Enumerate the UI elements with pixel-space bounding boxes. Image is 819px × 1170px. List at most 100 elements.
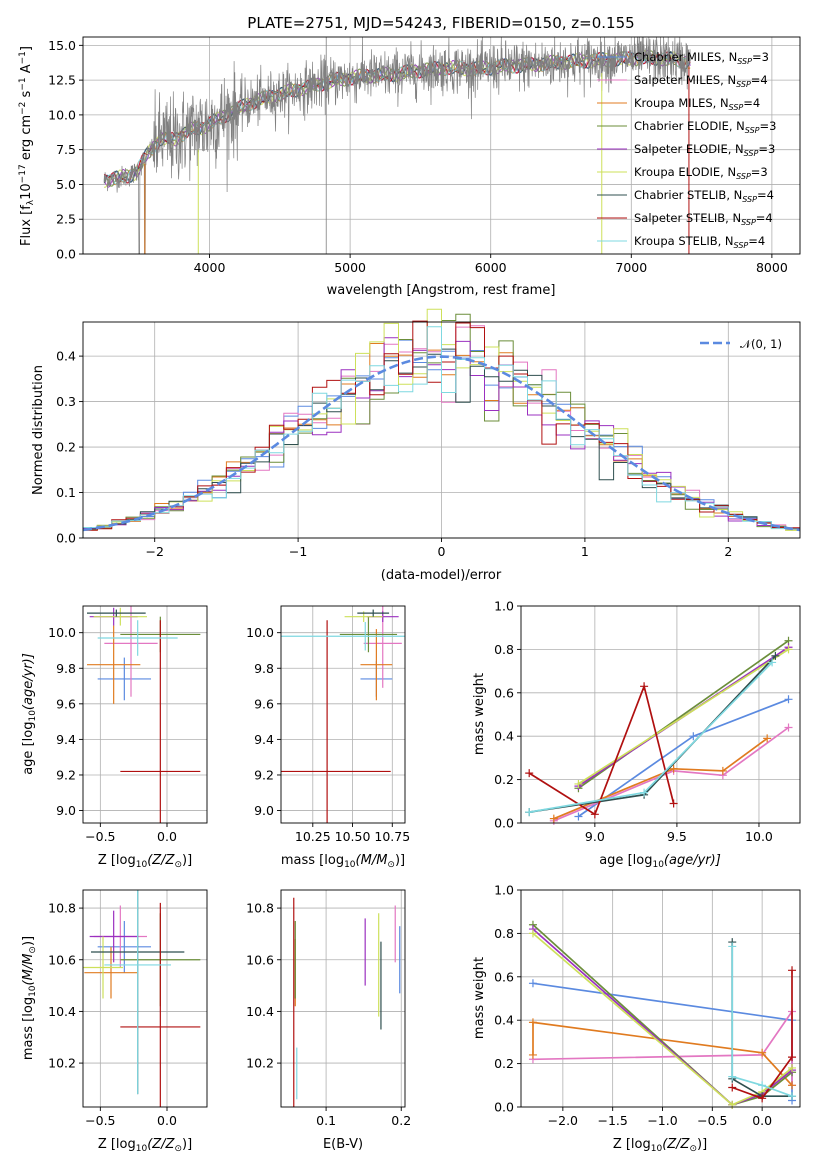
- massweight-vs-metallicity-ylabel: mass weight: [472, 957, 487, 1039]
- x-tick-label: 2: [724, 544, 732, 559]
- massweight-point-marker: [574, 812, 583, 821]
- age-vs-mass-panel: 10.25 10.50 10.75 9.0 9.2 9.4 9.6 9.8 10.0 mass …: [246, 605, 410, 870]
- massweight-point-marker: [525, 808, 534, 817]
- spectrum-data-lines: [103, 36, 691, 255]
- y-tick-label: 9.0: [254, 803, 274, 818]
- y-tick-label: 7.5: [56, 142, 76, 157]
- spectrum-title: PLATE=2751, MJD=54243, FIBERID=0150, z=0…: [247, 14, 634, 32]
- massweight-point-marker: [758, 1094, 767, 1103]
- y-tick-label: 10.4: [246, 1004, 274, 1019]
- y-tick-label: 0.8: [494, 926, 514, 941]
- massweight-point-marker: [669, 764, 678, 773]
- y-tick-label: 9.8: [56, 661, 76, 676]
- massweight-point-marker: [758, 1048, 767, 1057]
- massweight-point-marker: [788, 1081, 797, 1090]
- legend-label: Chabrier STELIB, NSSP=4: [634, 188, 774, 204]
- y-tick-label: 9.2: [254, 767, 274, 782]
- legend-label: Kroupa MILES, NSSP=4: [634, 96, 760, 112]
- massweight-point-marker: [771, 651, 780, 660]
- x-tick-label: 9.0: [585, 829, 605, 844]
- massweight-point-marker: [640, 788, 649, 797]
- y-tick-label: 0.8: [494, 642, 514, 657]
- massweight-point-marker: [669, 799, 678, 808]
- x-tick-label: 0.2: [391, 1113, 411, 1128]
- massweight-vs-age-panel: 9.0 9.5 10.0 0.0 0.2 0.4 0.6 0.8 1.0 age [log10(…: [472, 599, 801, 870]
- y-tick-label: 9.6: [254, 696, 274, 711]
- massweight-point-marker: [763, 734, 772, 743]
- mass-vs-metallicity-ylabel: mass [log10(M/M⊙)]: [21, 936, 38, 1060]
- y-tick-label: 0.1: [56, 485, 76, 500]
- x-tick-label: 6000: [475, 260, 507, 275]
- y-tick-label: 15.0: [48, 38, 76, 53]
- y-tick-label: 0.6: [494, 969, 514, 984]
- x-tick-label: −1: [289, 544, 307, 559]
- age-vs-metallicity-xlabel: Z [log10(Z/Z⊙)]: [98, 853, 192, 870]
- y-tick-label: 1.0: [494, 599, 514, 614]
- massweight-point-marker: [728, 1072, 737, 1081]
- x-tick-label: 8000: [756, 260, 788, 275]
- massweight-point-marker: [788, 1092, 797, 1101]
- massweight-point-marker: [549, 814, 558, 823]
- residual-histogram-panel: −2 −1 0 1 2 0.0 0.1 0.2 0.3 0.4 (data-model)/erro…: [31, 308, 801, 583]
- y-tick-label: 0.3: [56, 394, 76, 409]
- mass-vs-metallicity-frame: [82, 889, 208, 1108]
- massweight-point-marker: [528, 1018, 537, 1027]
- massweight-line: [731, 946, 793, 1097]
- y-tick-label: 0.0: [494, 1100, 514, 1115]
- y-tick-label: 0.6: [494, 685, 514, 700]
- y-tick-label: 2.5: [56, 212, 76, 227]
- y-tick-label: 0.2: [56, 440, 76, 455]
- massweight-vs-metallicity-xlabel: Z [log10(Z/Z⊙)]: [613, 1137, 707, 1154]
- mass-vs-ebv-panel: 0.1 0.2 10.2 10.4 10.6 10.8 E(B-V): [246, 889, 411, 1152]
- massweight-line: [532, 1021, 793, 1086]
- x-tick-label: 9.5: [667, 829, 687, 844]
- y-tick-label: 0.0: [56, 247, 76, 262]
- massweight-vs-metallicity-panel: −2.0 −1.5 −1.0 −0.5 0.0 0.0 0.2 0.4 0.6 0.8 1.0 Z …: [472, 883, 801, 1154]
- massweight-line: [528, 683, 675, 816]
- x-tick-label: 4000: [194, 260, 226, 275]
- x-tick-label: −0.5: [85, 1113, 115, 1128]
- mass-vs-metallicity-panel: −0.5 0.010.210.410.610.8 Z [log10(Z/Z⊙)] …: [21, 889, 208, 1154]
- x-tick-label: 0.0: [752, 1113, 772, 1128]
- x-tick-label: −0.5: [697, 1113, 727, 1128]
- y-tick-label: 9.8: [254, 661, 274, 676]
- legend-label: Chabrier MILES, NSSP=3: [634, 50, 769, 66]
- massweight-point-marker: [784, 645, 793, 654]
- x-tick-label: −2.0: [548, 1113, 578, 1128]
- massweight-point-marker: [784, 695, 793, 704]
- massweight-point-marker: [525, 769, 534, 778]
- x-tick-label: 1: [581, 544, 589, 559]
- massweight-point-marker: [758, 1081, 767, 1090]
- y-tick-label: 10.2: [246, 1056, 274, 1071]
- age-vs-mass-frame: [280, 605, 406, 824]
- age-vs-mass-errorbars: [281, 606, 405, 823]
- massweight-point-marker: [788, 966, 797, 975]
- y-tick-label: 10.8: [48, 901, 76, 916]
- massweight-point-marker: [788, 1053, 797, 1062]
- massweight-line: [731, 970, 793, 1100]
- x-tick-label: −1.5: [597, 1113, 627, 1128]
- y-tick-label: 0.2: [494, 1056, 514, 1071]
- y-tick-label: 12.5: [48, 73, 76, 88]
- age-vs-metallicity-errorbars: [87, 606, 201, 823]
- x-tick-label: 0.0: [157, 1113, 177, 1128]
- x-tick-label: 10.0: [745, 829, 773, 844]
- age-vs-metallicity-frame: [82, 605, 208, 824]
- legend-label: Salpeter ELODIE, NSSP=3: [634, 142, 775, 158]
- y-tick-label: 9.0: [56, 803, 76, 818]
- legend-label: Chabrier ELODIE, NSSP=3: [634, 119, 776, 135]
- x-tick-label: 7000: [615, 260, 647, 275]
- y-tick-label: 10.0: [246, 625, 274, 640]
- y-tick-label: 9.4: [56, 732, 76, 747]
- massweight-line: [553, 726, 790, 822]
- massweight-point-marker: [528, 929, 537, 938]
- massweight-point-marker: [718, 766, 727, 775]
- x-tick-label: 10.50: [335, 829, 371, 844]
- mass-vs-metallicity-xlabel: Z [log10(Z/Z⊙)]: [98, 1137, 192, 1154]
- x-tick-label: 5000: [334, 260, 366, 275]
- legend-label: Salpeter MILES, NSSP=4: [634, 73, 768, 89]
- x-tick-label: −0.5: [85, 829, 115, 844]
- y-tick-label: 9.4: [254, 732, 274, 747]
- massweight-point-marker: [689, 732, 698, 741]
